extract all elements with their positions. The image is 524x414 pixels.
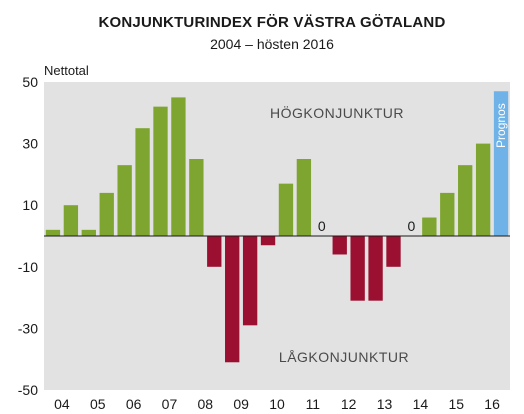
x-tick-label: 05 (90, 396, 106, 412)
bar (63, 205, 79, 236)
bar (260, 236, 276, 246)
x-tick-label: 16 (484, 396, 500, 412)
y-tick-label: 10 (22, 197, 38, 213)
x-tick-label: 13 (377, 396, 393, 412)
x-tick-label: 10 (269, 396, 285, 412)
bar (386, 236, 401, 267)
y-tick-label: 30 (22, 136, 38, 152)
bar (171, 97, 186, 237)
x-tick-label: 15 (448, 396, 464, 412)
bar (189, 159, 204, 236)
x-tick-label: 14 (413, 396, 429, 412)
x-tick-label: 04 (54, 396, 70, 412)
y-axis-label: Nettotal (44, 63, 89, 78)
x-tick-label: 11 (306, 396, 321, 412)
x-tick-label: 08 (198, 396, 214, 412)
bar (296, 159, 312, 236)
y-axis-ticks: 50 30 10 -10 -30 -50 (18, 74, 38, 398)
bar (440, 192, 455, 236)
bar (117, 165, 132, 236)
y-tick-label: 50 (22, 74, 38, 90)
bar (278, 183, 294, 236)
bar (422, 217, 437, 236)
bar (458, 165, 473, 236)
bar (153, 106, 168, 236)
x-tick-label: 07 (162, 396, 178, 412)
bars-group: 0 0 Prognos (45, 91, 509, 363)
bar (45, 229, 61, 236)
bar (242, 236, 258, 326)
bar (332, 236, 347, 255)
bar (135, 128, 150, 236)
x-tick-label: 06 (126, 396, 142, 412)
bar (368, 236, 383, 301)
bar (81, 229, 96, 236)
forecast-bar (493, 91, 509, 237)
chart-subtitle: 2004 – hösten 2016 (210, 36, 334, 52)
zero-value-label: 0 (318, 218, 326, 234)
bar (99, 192, 114, 236)
x-tick-label: 09 (233, 396, 249, 412)
x-axis-ticks: 04 05 06 07 08 09 10 11 12 13 14 15 16 (54, 396, 500, 412)
forecast-label: Prognos (494, 103, 508, 148)
bar (350, 236, 365, 301)
bar (207, 236, 222, 267)
x-tick-label: 12 (341, 396, 357, 412)
high-zone-label: HÖGKONJUNKTUR (270, 104, 404, 121)
chart-title: KONJUNKTURINDEX FÖR VÄSTRA GÖTALAND (98, 14, 446, 31)
low-zone-label: LÅGKONJUNKTUR (279, 349, 409, 365)
y-tick-label: -10 (18, 259, 38, 275)
bar (475, 143, 491, 236)
y-tick-label: -30 (18, 320, 38, 336)
bar (225, 236, 240, 363)
y-tick-label: -50 (18, 382, 38, 398)
zero-value-label: 0 (408, 218, 416, 234)
